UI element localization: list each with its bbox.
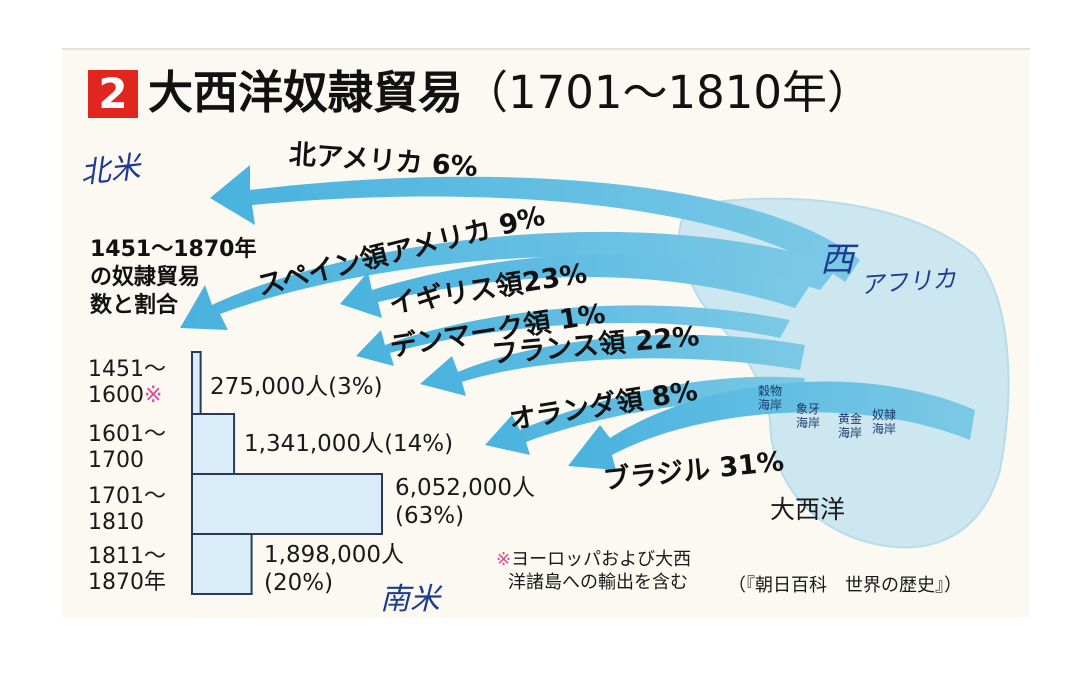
bar-3 — [191, 533, 253, 595]
region-ivory-coast: 象牙 海岸 — [796, 402, 821, 430]
chart-heading: 1451～1870年 の奴隷貿易 数と割合 — [90, 237, 257, 318]
arrow-french — [420, 334, 805, 396]
bar-2 — [191, 473, 383, 535]
period-label-1811: 1811～ 1870年 — [88, 544, 166, 595]
figure-number-badge: 2 — [88, 70, 138, 118]
figure-title: 大西洋奴隷貿易（1701～1810年） — [148, 64, 872, 122]
region-gold-coast: 黄金 海岸 — [838, 412, 863, 440]
region-grain-coast: 穀物 海岸 — [758, 384, 783, 412]
bar-value-label-1601: 1,341,000人(14%) — [244, 431, 454, 457]
period-label-1451: 1451～ 1600※ — [88, 357, 166, 408]
title-range: （1701～1810年） — [463, 66, 873, 119]
bar-1 — [191, 413, 236, 475]
bar-value-label-1451: 275,000人(3%) — [210, 374, 383, 400]
bar-0 — [191, 351, 202, 415]
arrow-danish — [356, 305, 790, 366]
handwritten-south-america: 南米 — [380, 582, 440, 617]
arrow-spanish-america — [180, 231, 840, 330]
source-citation: （『朝日百科 世界の歴史』） — [728, 575, 962, 596]
footnote: ※ヨーロッパおよび大西 洋諸島への輸出を含む — [496, 549, 692, 593]
handwritten-west: 西 — [820, 240, 854, 280]
note-mark: ※ — [144, 383, 163, 408]
arrow-brazil — [568, 381, 975, 470]
period-label-1601: 1601～ 1700 — [88, 422, 166, 473]
region-slave-coast: 奴隷 海岸 — [872, 408, 897, 436]
title-main: 大西洋奴隷貿易 — [148, 66, 464, 119]
handwritten-north-america: 北米 — [78, 149, 143, 192]
period-label-1701: 1701～ 1810 — [88, 484, 166, 535]
bar-value-label-1701: 6,052,000人 (63%) — [395, 475, 536, 529]
bar-value-label-1811: 1,898,000人 (20%) — [264, 542, 405, 596]
arrow-british — [340, 254, 810, 318]
handwritten-africa: アフリカ — [859, 264, 958, 300]
atlantic-ocean-label: 大西洋 — [770, 495, 846, 524]
arrow-north-america — [210, 165, 860, 282]
